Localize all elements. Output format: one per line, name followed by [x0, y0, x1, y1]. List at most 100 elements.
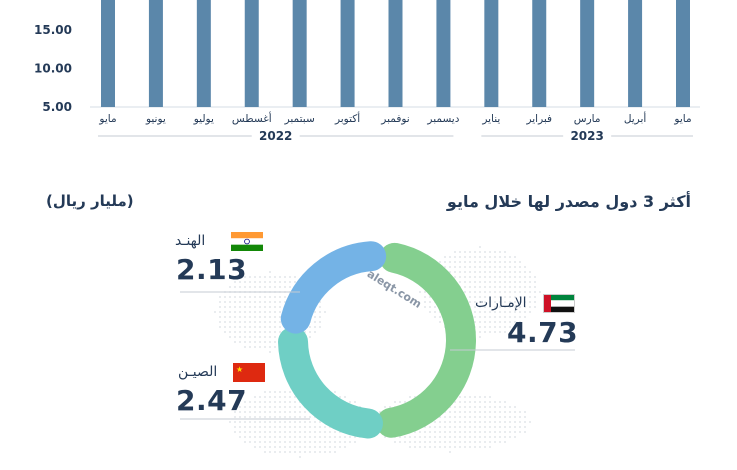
map-dot [294, 416, 296, 418]
map-dot [269, 306, 271, 308]
map-dot [289, 396, 291, 398]
map-dot [494, 296, 496, 298]
map-dot [344, 436, 346, 438]
map-dot [284, 431, 286, 433]
map-dot [484, 331, 486, 333]
map-dot [454, 426, 456, 428]
map-dot [344, 441, 346, 443]
map-dot [444, 416, 446, 418]
map-dot [269, 336, 271, 338]
map-dot [534, 301, 536, 303]
map-dot [514, 271, 516, 273]
map-dot [224, 316, 226, 318]
map-dot [514, 426, 516, 428]
map-dot [289, 401, 291, 403]
map-dot [279, 396, 281, 398]
map-dot [439, 441, 441, 443]
map-dot [404, 441, 406, 443]
map-dot [269, 281, 271, 283]
map-dot [329, 431, 331, 433]
map-dot [394, 401, 396, 403]
map-dot [509, 281, 511, 283]
map-dot [259, 341, 261, 343]
map-dot [299, 446, 301, 448]
x-tick-label: يونيو [145, 113, 166, 125]
map-dot [474, 286, 476, 288]
map-dot [479, 431, 481, 433]
map-dot [524, 421, 526, 423]
map-dot [489, 301, 491, 303]
map-dot [269, 296, 271, 298]
map-dot [279, 321, 281, 323]
map-dot [309, 436, 311, 438]
map-dot [524, 431, 526, 433]
map-dot [244, 401, 246, 403]
map-dot [444, 441, 446, 443]
map-dot [269, 396, 271, 398]
map-dot [474, 441, 476, 443]
map-dot [509, 311, 511, 313]
map-dot [519, 276, 521, 278]
map-dot [499, 416, 501, 418]
map-dot [434, 431, 436, 433]
map-dot [484, 266, 486, 268]
map-dot [234, 336, 236, 338]
map-dot [279, 401, 281, 403]
map-dot [224, 331, 226, 333]
map-dot [259, 346, 261, 348]
map-dot [524, 271, 526, 273]
map-dot [264, 396, 266, 398]
map-dot [249, 441, 251, 443]
map-dot [234, 326, 236, 328]
map-dot [459, 256, 461, 258]
map-dot [449, 411, 451, 413]
map-dot [449, 446, 451, 448]
map-dot [419, 291, 421, 293]
map-dot [264, 391, 266, 393]
map-dot [264, 321, 266, 323]
map-dot [514, 436, 516, 438]
map-dot [474, 296, 476, 298]
map-dot [474, 401, 476, 403]
map-dot [284, 426, 286, 428]
map-dot [264, 401, 266, 403]
map-dot [499, 436, 501, 438]
map-dot [504, 281, 506, 283]
map-dot [529, 281, 531, 283]
map-dot [459, 271, 461, 273]
map-dot [514, 416, 516, 418]
map-dot [514, 421, 516, 423]
map-dot [489, 331, 491, 333]
map-dot [444, 446, 446, 448]
x-tick-label: ديسمبر [426, 113, 459, 125]
map-dot [474, 426, 476, 428]
map-dot [444, 436, 446, 438]
map-dot [484, 276, 486, 278]
map-dot [264, 431, 266, 433]
map-dot [254, 316, 256, 318]
map-dot [249, 281, 251, 283]
map-dot [449, 271, 451, 273]
map-dot [479, 321, 481, 323]
map-dot [494, 416, 496, 418]
map-dot [454, 251, 456, 253]
map-dot [494, 256, 496, 258]
map-dot [469, 446, 471, 448]
donut-slice [278, 326, 383, 439]
map-dot [484, 281, 486, 283]
map-dot [434, 441, 436, 443]
map-dot [449, 441, 451, 443]
map-dot [459, 441, 461, 443]
map-dot [244, 316, 246, 318]
map-dot [529, 301, 531, 303]
map-dot [234, 301, 236, 303]
map-dot [504, 416, 506, 418]
map-dot [514, 256, 516, 258]
map-dot [519, 286, 521, 288]
map-dot [279, 311, 281, 313]
map-dot [219, 326, 221, 328]
map-dot [479, 336, 481, 338]
map-dot [334, 431, 336, 433]
map-dot [319, 426, 321, 428]
map-dot [234, 431, 236, 433]
